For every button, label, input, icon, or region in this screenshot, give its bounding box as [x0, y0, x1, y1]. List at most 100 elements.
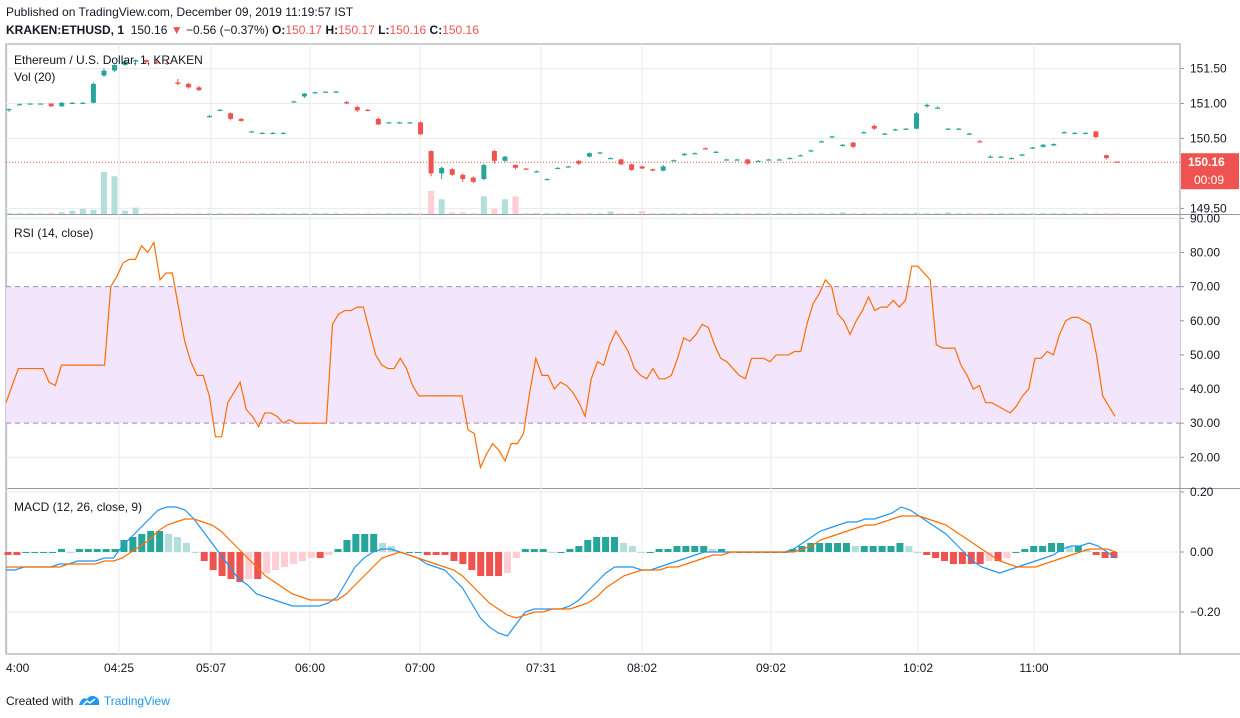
- volume-bar: [818, 213, 825, 215]
- macd-histogram-bar: [949, 552, 957, 564]
- low-value: 150.16: [389, 23, 427, 37]
- macd-histogram-bar: [521, 549, 529, 552]
- macd-histogram-bar: [495, 552, 503, 576]
- macd-histogram-bar: [602, 537, 610, 552]
- macd-histogram-bar: [611, 537, 619, 552]
- macd-histogram-bar: [1092, 552, 1100, 555]
- volume-bar: [375, 213, 382, 215]
- candle-body: [671, 160, 677, 162]
- volume-bar: [1040, 213, 1047, 215]
- price-change: −0.56 (−0.37%): [185, 23, 269, 37]
- close-label: C:: [429, 23, 443, 37]
- volume-bar: [480, 196, 487, 214]
- macd-histogram-bar: [664, 549, 672, 552]
- candle-body: [270, 132, 276, 135]
- macd-histogram-bar: [1065, 546, 1073, 552]
- candle-body: [333, 91, 339, 93]
- volume-bar: [639, 211, 646, 214]
- tradingview-brand[interactable]: TradingView: [103, 694, 170, 708]
- macd-histogram-bar: [842, 543, 850, 552]
- macd-histogram-bar: [887, 546, 895, 552]
- volume-bar: [628, 213, 635, 215]
- volume-bar: [744, 213, 751, 215]
- candle-body: [702, 148, 708, 150]
- volume-bar: [533, 213, 540, 215]
- y-tick-label: 20.00: [1190, 450, 1220, 464]
- candle-body: [59, 102, 65, 107]
- y-tick-label: 149.50: [1190, 201, 1227, 215]
- macd-histogram-bar: [682, 546, 690, 552]
- candle-body: [544, 179, 550, 181]
- bar-countdown: 00:09: [1194, 173, 1224, 187]
- macd-histogram-bar: [84, 549, 92, 552]
- macd-histogram-bar: [557, 552, 565, 553]
- x-tick-label: 05:07: [196, 661, 226, 675]
- candle-body: [607, 158, 613, 160]
- candle-body: [38, 103, 44, 105]
- macd-histogram-bar: [227, 552, 235, 579]
- candle-body: [375, 118, 381, 125]
- volume-bar: [544, 213, 551, 215]
- volume-bar: [1008, 213, 1015, 215]
- candle-body: [987, 156, 993, 158]
- macd-histogram-bar: [245, 552, 253, 579]
- macd-histogram-bar: [156, 531, 164, 552]
- candle-body: [935, 107, 941, 109]
- volume-bar: [1103, 213, 1110, 215]
- volume-bar: [354, 213, 361, 215]
- candle-body: [787, 158, 793, 160]
- volume-bar: [16, 213, 23, 215]
- macd-histogram-bar: [593, 537, 601, 552]
- y-tick-label: 60.00: [1190, 314, 1220, 328]
- candle-body: [829, 136, 835, 138]
- candle-body: [1082, 132, 1088, 135]
- signal-line: [6, 515, 1117, 619]
- candle-body: [428, 151, 434, 174]
- macd-histogram-bar: [700, 546, 708, 552]
- macd-histogram-bar: [49, 552, 57, 553]
- macd-histogram-bar: [851, 546, 859, 552]
- macd-histogram-bar: [709, 549, 717, 552]
- candle-body: [998, 156, 1004, 158]
- candle-body: [185, 83, 191, 88]
- volume-bar: [554, 213, 561, 215]
- y-tick-label: 151.00: [1190, 96, 1227, 110]
- volume-bar: [459, 212, 466, 214]
- volume-bar: [491, 208, 498, 214]
- volume-bar: [649, 213, 656, 215]
- y-tick-label: 30.00: [1190, 416, 1220, 430]
- candle-body: [354, 106, 360, 111]
- volume-bar: [945, 212, 952, 214]
- macd-histogram-bar: [352, 534, 360, 552]
- volume-bar: [660, 213, 667, 215]
- high-label: H:: [325, 23, 339, 37]
- volume-bar: [829, 213, 836, 215]
- y-tick-label: 151.50: [1190, 61, 1227, 75]
- candle-body: [534, 171, 540, 173]
- macd-histogram-bar: [370, 534, 378, 552]
- volume-bar: [1029, 213, 1036, 215]
- macd-histogram-bar: [512, 552, 520, 558]
- volume-bar: [924, 213, 931, 215]
- macd-histogram-bar: [914, 552, 922, 553]
- macd-histogram-bar: [111, 549, 119, 552]
- candle-body: [956, 128, 962, 130]
- volume-bar: [1061, 213, 1068, 215]
- volume-bar: [902, 213, 909, 215]
- macd-histogram-bar: [1039, 546, 1047, 552]
- candle-body: [618, 159, 624, 165]
- macd-histogram-bar: [182, 543, 190, 552]
- candle-body: [808, 150, 814, 152]
- macd-histogram-bar: [646, 552, 654, 553]
- macd-histogram-bar: [218, 552, 226, 576]
- volume-bar: [343, 213, 350, 215]
- volume-bar: [860, 213, 867, 215]
- candle-body: [6, 109, 12, 111]
- macd-histogram-bar: [289, 552, 297, 564]
- macd-histogram-bar: [423, 552, 431, 555]
- y-tick-label: 70.00: [1190, 280, 1220, 294]
- x-tick-label: 4:00: [6, 661, 30, 675]
- macd-histogram-bar: [834, 543, 841, 552]
- volume-bar: [37, 213, 44, 215]
